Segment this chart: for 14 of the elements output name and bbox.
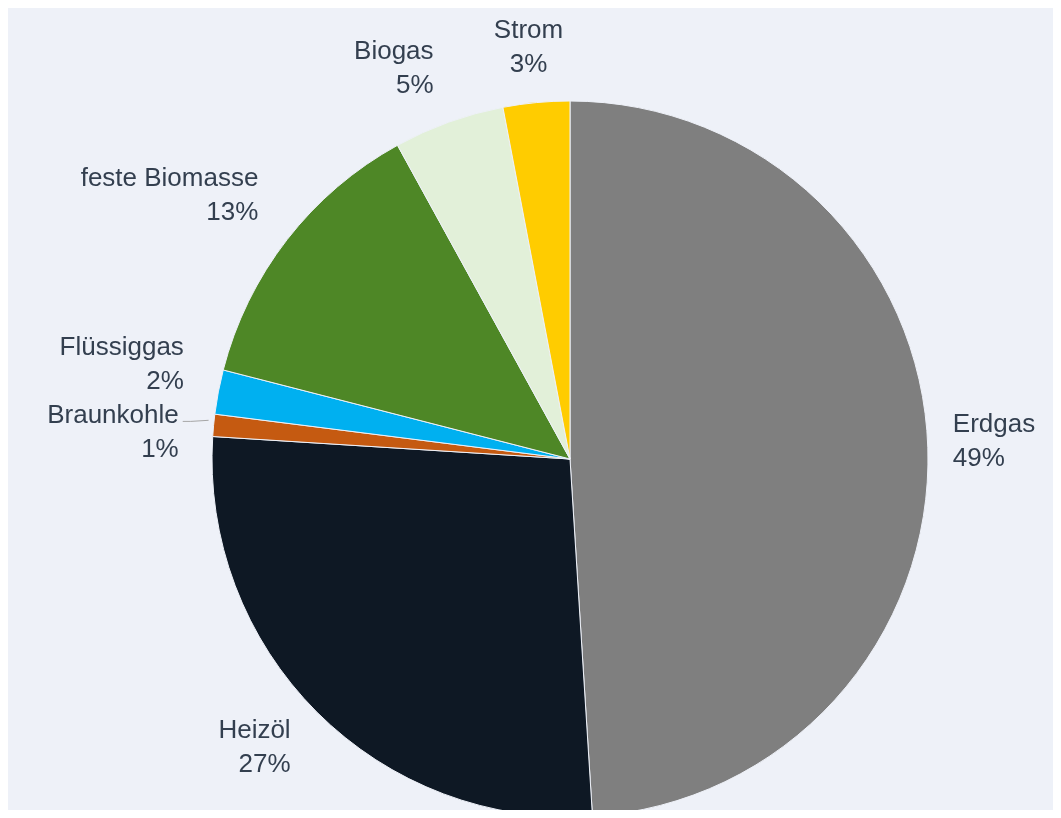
data-label: 5% [395,68,434,99]
data-label: 27% [238,748,291,779]
slice-label: Biogas [354,34,434,65]
slice-label: Braunkohle [47,399,179,430]
slice-label: Heizöl [218,714,291,745]
data-label: 13% [206,196,259,227]
data-label: 49% [952,441,1005,472]
data-label: 1% [141,433,179,464]
slice-label: Flüssiggas [59,331,184,362]
slice-label: Strom [493,13,564,44]
data-label: 3% [509,47,548,78]
slice-label: feste Biomasse [80,162,259,193]
data-label: 2% [146,365,184,396]
slice-label: Erdgas [952,407,1036,438]
